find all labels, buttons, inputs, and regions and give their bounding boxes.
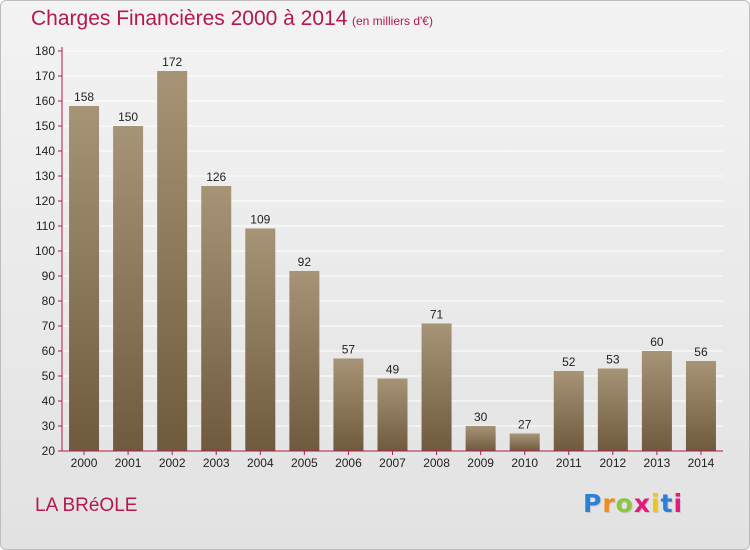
x-tick-label-2011: 2011 <box>556 456 582 470</box>
y-tick-label: 40 <box>42 394 56 408</box>
commune-name: LA BRéOLE <box>35 495 138 516</box>
data-label-2012: 53 <box>606 353 620 367</box>
data-label-2007: 49 <box>386 363 400 377</box>
bar-2008 <box>421 323 452 451</box>
chart-title: Charges Financières 2000 à 2014 <box>31 7 348 30</box>
data-label-2008: 71 <box>430 308 444 322</box>
data-label-2014: 56 <box>694 345 708 359</box>
data-label-2006: 57 <box>342 343 356 357</box>
data-label-2001: 150 <box>118 110 138 124</box>
y-tick-label: 150 <box>35 119 55 133</box>
bar-2005 <box>289 271 320 451</box>
bar-2007 <box>377 378 408 451</box>
bar-2010 <box>509 433 540 451</box>
y-tick-label: 100 <box>35 244 55 258</box>
y-tick-label: 170 <box>35 69 55 83</box>
bar-2004 <box>245 228 276 451</box>
data-label-2009: 30 <box>474 410 488 424</box>
bar-2003 <box>201 186 232 451</box>
x-tick-label-2010: 2010 <box>511 456 538 470</box>
x-tick-label-2000: 2000 <box>71 456 98 470</box>
x-tick-label-2012: 2012 <box>599 456 626 470</box>
chart-subtitle: (en milliers d'€) <box>352 14 433 28</box>
x-tick-label-2003: 2003 <box>203 456 230 470</box>
bar-2012 <box>597 368 628 451</box>
bar-2011 <box>553 371 584 451</box>
y-tick-label: 140 <box>35 144 55 158</box>
y-tick-label: 30 <box>42 419 56 433</box>
data-label-2011: 52 <box>562 355 576 369</box>
bar-2006 <box>333 358 364 451</box>
y-tick-label: 90 <box>42 269 56 283</box>
y-tick-label: 130 <box>35 169 55 183</box>
data-label-2002: 172 <box>162 55 182 69</box>
data-label-2010: 27 <box>518 418 532 432</box>
proxiti-logo: Proxiti <box>583 489 684 518</box>
y-tick-label: 80 <box>42 294 56 308</box>
y-tick-label: 110 <box>36 219 55 233</box>
x-tick-label-2001: 2001 <box>115 456 142 470</box>
axes <box>58 47 723 455</box>
x-tick-label-2009: 2009 <box>467 456 494 470</box>
x-tick-label-2005: 2005 <box>291 456 318 470</box>
bars <box>69 71 716 451</box>
bar-2013 <box>641 351 672 451</box>
x-tick-label-2014: 2014 <box>688 456 715 470</box>
data-label-2013: 60 <box>650 335 664 349</box>
x-tick-label-2004: 2004 <box>247 456 274 470</box>
x-tick-label-2013: 2013 <box>644 456 671 470</box>
y-tick-label: 20 <box>42 444 56 458</box>
bar-2014 <box>685 361 716 451</box>
data-label-2000: 158 <box>74 90 94 104</box>
x-tick-label-2008: 2008 <box>423 456 450 470</box>
x-tick-label-2006: 2006 <box>335 456 362 470</box>
data-label-2005: 92 <box>298 255 312 269</box>
data-label-2003: 126 <box>206 170 226 184</box>
labels: 20 30 40 50 60 70 80 90 100 110 120 130 140 150 160 170… <box>35 44 715 470</box>
x-tick-label-2007: 2007 <box>379 456 406 470</box>
bar-2000 <box>69 106 100 451</box>
data-label-2004: 109 <box>250 213 270 227</box>
bar-2002 <box>157 71 188 451</box>
y-tick-label: 60 <box>42 344 56 358</box>
bar-2009 <box>465 426 496 451</box>
bar-2001 <box>113 126 144 451</box>
x-tick-label-2002: 2002 <box>159 456 186 470</box>
y-tick-label: 50 <box>42 369 56 383</box>
y-tick-label: 120 <box>35 194 55 208</box>
y-tick-label: 180 <box>35 44 55 58</box>
y-tick-label: 160 <box>35 94 55 108</box>
y-tick-label: 70 <box>42 319 56 333</box>
